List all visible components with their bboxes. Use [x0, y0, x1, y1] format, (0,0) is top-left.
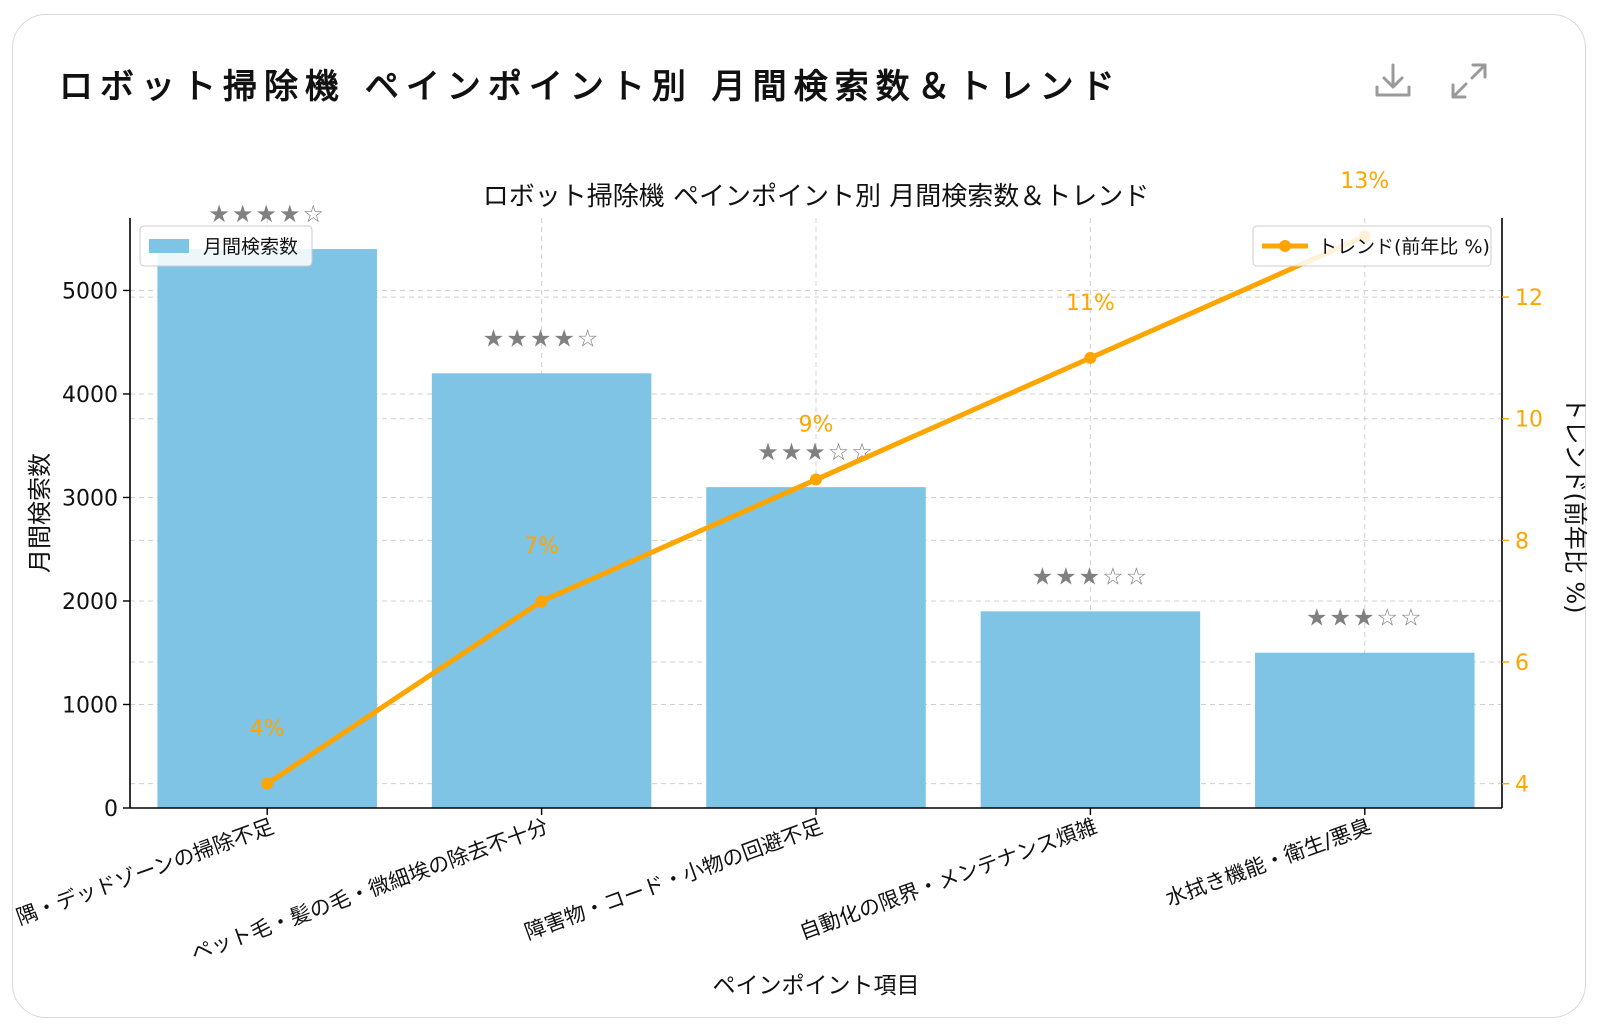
trend-label: 13% — [1340, 169, 1389, 194]
y-tick-label: 0 — [104, 797, 118, 822]
y-axis-title: 月間検索数 — [26, 453, 54, 573]
expand-icon — [1451, 63, 1487, 99]
bar — [980, 611, 1201, 808]
trend-point — [535, 595, 548, 608]
bar — [706, 487, 926, 808]
x-tick-label: 隅・デッドゾーンの掃除不足 — [13, 814, 277, 930]
y2-tick-label: 4 — [1515, 773, 1529, 798]
card-title: ロボット掃除機 ペインポイント別 月間検索数＆トレンド — [59, 67, 1122, 107]
x-tick-label: 水拭き機能・衛生/悪臭 — [1162, 814, 1374, 911]
y2-tick-label: 10 — [1515, 408, 1543, 433]
legend-swatch-marker — [1279, 240, 1291, 252]
y2-tick-label: 6 — [1515, 651, 1529, 676]
download-button[interactable] — [1365, 53, 1421, 109]
star-rating: ★★★☆☆ — [1306, 604, 1424, 632]
x-axis-title: ペインポイント項目 — [713, 973, 920, 999]
legend-box-left — [139, 225, 313, 267]
legend-box-right — [1252, 225, 1492, 267]
download-icon — [1375, 63, 1411, 97]
y-tick-label: 5000 — [62, 279, 118, 304]
trend-label: 11% — [1066, 291, 1115, 316]
trend-point — [1084, 351, 1097, 364]
y2-tick-label: 12 — [1515, 286, 1543, 311]
trend-point — [810, 473, 822, 486]
y-tick-label: 3000 — [62, 486, 118, 511]
y2-axis-title: トレンド(前年比 %) — [1561, 396, 1589, 613]
bar — [431, 373, 652, 808]
y-tick-label: 2000 — [62, 590, 118, 615]
x-tick-label: 障害物・コード・小物の回避不足 — [521, 814, 825, 944]
y-tick-label: 4000 — [62, 383, 118, 408]
bar — [157, 249, 377, 809]
trend-label: 4% — [250, 717, 285, 742]
expand-button[interactable] — [1441, 53, 1497, 109]
x-tick-label: 自動化の限界・メンテナンス煩雑 — [796, 814, 1100, 944]
y2-tick-label: 8 — [1515, 529, 1529, 554]
legend-label-bars: 月間検索数 — [203, 236, 298, 258]
chart-title: ロボット掃除機 ペインポイント別 月間検索数＆トレンド — [483, 182, 1150, 212]
bar — [1255, 652, 1475, 808]
trend-label: 7% — [524, 534, 559, 559]
trend-point — [261, 777, 274, 790]
trend-label: 9% — [799, 413, 834, 438]
star-rating: ★★★★☆ — [208, 200, 326, 228]
star-rating: ★★★★☆ — [483, 324, 601, 352]
star-rating: ★★★☆☆ — [1032, 562, 1150, 590]
legend-swatch-bars — [149, 239, 189, 253]
legend-label-line: トレンド(前年比 %) — [1318, 236, 1490, 258]
y-tick-label: 1000 — [62, 693, 118, 718]
